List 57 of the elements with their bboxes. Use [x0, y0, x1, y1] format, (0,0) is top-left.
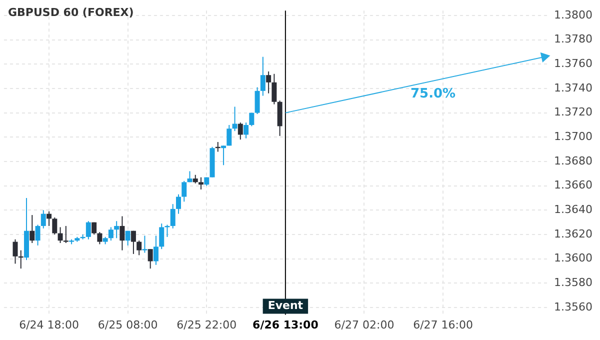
- y-tick-label: 1.3720: [554, 106, 592, 119]
- y-tick-label: 1.3680: [554, 154, 592, 168]
- candlestick: [92, 222, 97, 235]
- x-tick-label: 6/25 22:00: [176, 318, 237, 332]
- x-tick-label: 6/27 16:00: [413, 318, 474, 332]
- ref-line-label: Event: [268, 299, 304, 312]
- y-tick-label: 1.3660: [554, 178, 592, 192]
- y-tick-label: 1.3700: [554, 130, 592, 144]
- candlestick: [136, 240, 142, 256]
- y-tick-label: 1.3740: [554, 81, 592, 94]
- y-tick-label: 1.3560: [554, 300, 592, 314]
- candlestick: [30, 214, 35, 244]
- candlestick: [266, 70, 272, 94]
- y-tick-label: 1.3780: [554, 32, 592, 46]
- candlestick: [159, 223, 164, 250]
- x-tick-label: 6/24 18:00: [19, 318, 79, 332]
- candlestick: [170, 204, 176, 229]
- x-tick-label: 6/26 13:00: [252, 318, 319, 332]
- y-tick-label: 1.3620: [554, 227, 592, 240]
- candlestick: [153, 235, 158, 266]
- candlestick: [198, 176, 204, 190]
- y-tick-label: 1.3800: [554, 8, 592, 22]
- candlestick: [52, 216, 58, 235]
- y-tick-label: 1.3600: [554, 252, 592, 265]
- candlestick: [142, 235, 148, 254]
- candlestick: [238, 122, 243, 140]
- candlestick: [148, 248, 153, 270]
- candlestick: [125, 230, 130, 246]
- y-tick-label: 1.3580: [554, 276, 592, 290]
- candlestick: [63, 225, 68, 244]
- candlestick: [86, 220, 91, 240]
- candlestick: [35, 224, 40, 246]
- annotation: 75.0%: [410, 86, 456, 102]
- y-tick-label: 1.3760: [554, 57, 592, 70]
- candlestick: [114, 220, 120, 239]
- chart-title: GBPUSD 60 (FOREX): [8, 6, 134, 19]
- candlestick: [97, 232, 102, 245]
- candlestick: [40, 210, 46, 229]
- candlestick: [12, 238, 18, 264]
- candlestick: [249, 112, 254, 127]
- candlestick: [120, 216, 125, 251]
- candlestick: [108, 226, 114, 242]
- candlestick: [254, 86, 260, 115]
- candlestick: [260, 56, 266, 96]
- candlestick: [244, 122, 249, 139]
- x-tick-label: 6/25 08:00: [98, 318, 158, 332]
- candlestick: [130, 230, 136, 254]
- candlestick: [182, 180, 187, 202]
- candlestick: [232, 106, 238, 132]
- candlestick: [226, 124, 232, 146]
- candlestick: [221, 145, 226, 166]
- candlestick: [58, 226, 63, 244]
- candlestick: [272, 73, 277, 105]
- y-tick-label: 1.3640: [554, 203, 592, 216]
- x-tick-label: 6/27 02:00: [334, 318, 394, 332]
- candlestick: [46, 210, 52, 226]
- candlestick: [176, 194, 181, 214]
